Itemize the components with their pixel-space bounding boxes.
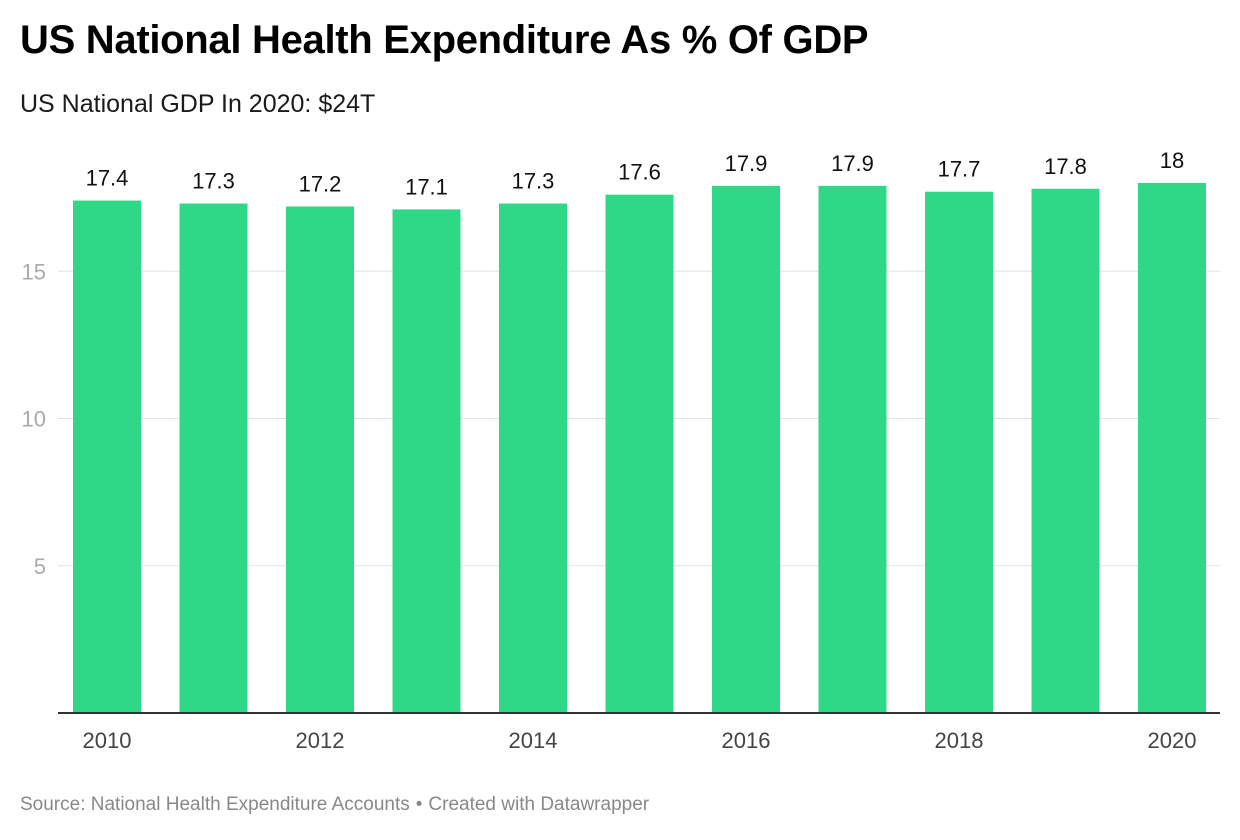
value-label-2013: 17.1 — [405, 174, 448, 199]
value-label-2015: 17.6 — [618, 160, 661, 185]
x-tick-label: 2016 — [722, 728, 771, 753]
value-label-2010: 17.4 — [86, 166, 129, 191]
y-axis-tick-labels: 5 10 15 — [22, 259, 46, 579]
y-tick-label: 10 — [22, 407, 46, 432]
bar-2017 — [818, 185, 887, 714]
value-label-2014: 17.3 — [512, 169, 555, 194]
value-labels: 17.4 17.3 17.2 17.1 17.3 17.6 17.9 17.9 17.7 17.8… — [86, 148, 1185, 200]
y-tick-label: 15 — [22, 259, 46, 284]
source-note: Source: National Health Expenditure Acco… — [20, 794, 410, 815]
value-label-2018: 17.7 — [938, 157, 981, 182]
x-tick-label: 2012 — [296, 728, 345, 753]
x-axis-tick-labels: 2010 2012 2014 2016 2018 2020 — [83, 728, 1197, 753]
bar-2014 — [499, 203, 567, 713]
credit-link[interactable]: Created with Datawrapper — [428, 794, 650, 815]
bar-2013 — [392, 209, 461, 713]
x-tick-label: 2020 — [1148, 728, 1197, 753]
bar-2012 — [286, 206, 354, 713]
footer-separator: • — [415, 794, 423, 815]
bar-2010 — [73, 200, 141, 713]
x-tick-label: 2018 — [935, 728, 984, 753]
y-tick-label: 5 — [34, 554, 46, 579]
value-label-2011: 17.3 — [192, 169, 235, 194]
footer: Source: National Health Expenditure Acco… — [20, 794, 649, 816]
bar-2015 — [605, 194, 674, 713]
bar-2020 — [1138, 182, 1206, 713]
value-label-2019: 17.8 — [1044, 154, 1087, 179]
value-label-2012: 17.2 — [299, 171, 342, 196]
bar-2016 — [712, 185, 780, 714]
bar-2018 — [925, 191, 993, 714]
bars — [73, 182, 1206, 714]
chart-title: US National Health Expenditure As % Of G… — [20, 18, 869, 62]
bar-2011 — [179, 203, 248, 713]
bar-2019 — [1031, 188, 1100, 714]
value-label-2020: 18 — [1160, 148, 1184, 173]
value-label-2017: 17.9 — [831, 151, 874, 176]
x-tick-label: 2014 — [509, 728, 558, 753]
x-tick-label: 2010 — [83, 728, 132, 753]
chart-subtitle: US National GDP In 2020: $24T — [20, 90, 376, 118]
value-label-2016: 17.9 — [725, 151, 768, 176]
